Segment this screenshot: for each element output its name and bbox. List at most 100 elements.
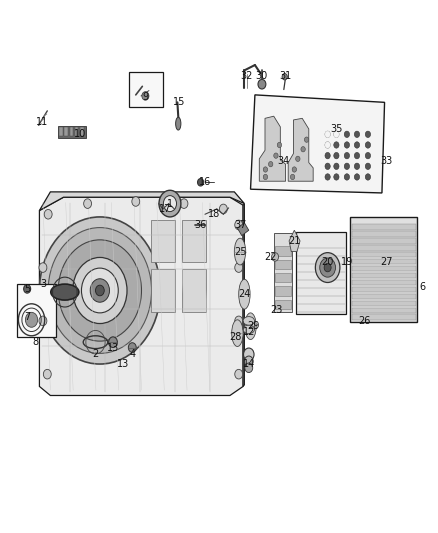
Circle shape: [334, 131, 339, 138]
Bar: [275, 260, 291, 269]
Text: 9: 9: [142, 92, 148, 102]
Circle shape: [365, 142, 371, 148]
Text: 19: 19: [341, 257, 353, 267]
Circle shape: [354, 142, 360, 148]
Circle shape: [354, 163, 360, 169]
Text: 25: 25: [234, 247, 246, 256]
Circle shape: [235, 316, 243, 326]
Circle shape: [39, 217, 160, 364]
Circle shape: [235, 369, 243, 379]
Bar: [352, 259, 416, 264]
Bar: [352, 314, 416, 320]
Circle shape: [304, 137, 309, 142]
Text: 30: 30: [256, 71, 268, 80]
Circle shape: [244, 348, 254, 361]
Circle shape: [180, 199, 188, 208]
Circle shape: [25, 312, 38, 327]
Text: 5: 5: [24, 284, 30, 294]
Bar: [352, 238, 416, 244]
Circle shape: [334, 142, 339, 148]
Circle shape: [163, 196, 177, 212]
Text: 32: 32: [240, 71, 252, 80]
Bar: [64, 127, 68, 136]
Circle shape: [292, 167, 297, 172]
Bar: [275, 273, 291, 282]
Ellipse shape: [234, 238, 246, 265]
Polygon shape: [39, 192, 244, 211]
Bar: [352, 252, 416, 257]
Bar: [352, 280, 416, 285]
Circle shape: [354, 174, 360, 180]
Text: 28: 28: [230, 332, 242, 342]
Circle shape: [365, 152, 371, 159]
Text: 29: 29: [247, 321, 259, 331]
Bar: [274, 233, 292, 312]
Text: 31: 31: [279, 71, 292, 80]
Bar: [275, 300, 291, 309]
Circle shape: [325, 142, 330, 148]
Bar: [75, 127, 78, 136]
Text: 17: 17: [159, 204, 172, 214]
Bar: [58, 126, 86, 138]
Circle shape: [325, 163, 330, 169]
Bar: [352, 308, 416, 313]
Ellipse shape: [243, 325, 254, 334]
Bar: [151, 220, 175, 262]
Text: 2: 2: [92, 350, 99, 359]
Circle shape: [365, 174, 371, 180]
Circle shape: [90, 279, 110, 302]
Circle shape: [344, 174, 350, 180]
Text: 13: 13: [117, 359, 130, 368]
Bar: [129, 72, 163, 107]
Circle shape: [73, 257, 127, 324]
Bar: [182, 220, 206, 262]
Ellipse shape: [245, 313, 256, 340]
Circle shape: [365, 163, 371, 169]
Circle shape: [272, 253, 279, 261]
Circle shape: [258, 79, 266, 89]
Bar: [296, 232, 346, 314]
Circle shape: [277, 142, 282, 148]
Bar: [182, 269, 206, 312]
Text: 27: 27: [380, 257, 392, 267]
Text: 16: 16: [199, 177, 211, 187]
Text: 13: 13: [107, 343, 119, 352]
Text: 1: 1: [167, 199, 173, 208]
Circle shape: [324, 263, 331, 272]
Circle shape: [219, 204, 227, 214]
Polygon shape: [288, 118, 313, 181]
Circle shape: [315, 253, 340, 282]
Circle shape: [39, 263, 47, 272]
Ellipse shape: [243, 317, 254, 325]
Ellipse shape: [51, 284, 79, 300]
Polygon shape: [259, 116, 286, 181]
Bar: [352, 224, 416, 230]
Circle shape: [282, 74, 287, 80]
Polygon shape: [243, 204, 244, 386]
Text: 20: 20: [321, 257, 334, 267]
Circle shape: [132, 197, 140, 206]
Text: 23: 23: [271, 305, 283, 315]
Circle shape: [320, 258, 336, 277]
Circle shape: [274, 153, 278, 158]
Circle shape: [58, 240, 141, 341]
Polygon shape: [237, 223, 249, 236]
Text: 37: 37: [234, 220, 246, 230]
Circle shape: [354, 131, 360, 138]
Bar: [59, 127, 63, 136]
Circle shape: [325, 174, 330, 180]
Bar: [151, 269, 175, 312]
Circle shape: [109, 337, 117, 348]
Circle shape: [235, 220, 243, 230]
Circle shape: [301, 147, 305, 152]
Bar: [352, 301, 416, 306]
Circle shape: [24, 285, 31, 293]
Bar: [17, 284, 56, 337]
Text: 15: 15: [173, 98, 185, 107]
Circle shape: [344, 152, 350, 159]
Circle shape: [334, 152, 339, 159]
Text: 14: 14: [243, 359, 255, 368]
Circle shape: [263, 174, 268, 180]
Circle shape: [268, 161, 273, 167]
Text: 35: 35: [330, 124, 343, 134]
